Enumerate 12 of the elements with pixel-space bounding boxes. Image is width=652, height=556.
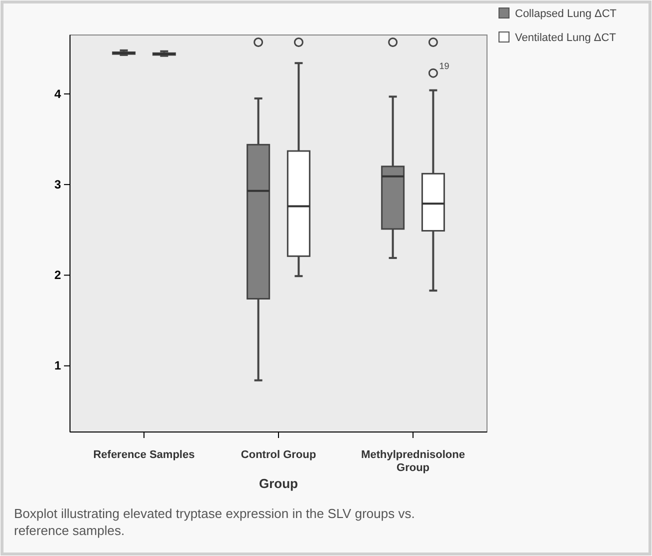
y-tick-label: 2 (54, 268, 62, 282)
y-tick-label: 4 (54, 86, 62, 101)
legend-label: Collapsed Lung ΔCT (515, 8, 617, 20)
text: Boxplot illustrating elevated tryptase expression in the SLV groups vs. reference samples. (14, 506, 415, 538)
y-tick-label: 3 (54, 177, 62, 192)
y-tick-label: 1 (54, 358, 62, 373)
legend-label: Ventilated Lung ΔCT (515, 32, 616, 44)
x-tick-label: Reference Samples (93, 449, 195, 461)
x-axis-title: Group (259, 476, 298, 491)
x-tick-label: Methylprednisolone Group (361, 449, 465, 474)
x-tick-label: Control Group (240, 449, 316, 461)
annotation: 19 (439, 61, 450, 72)
